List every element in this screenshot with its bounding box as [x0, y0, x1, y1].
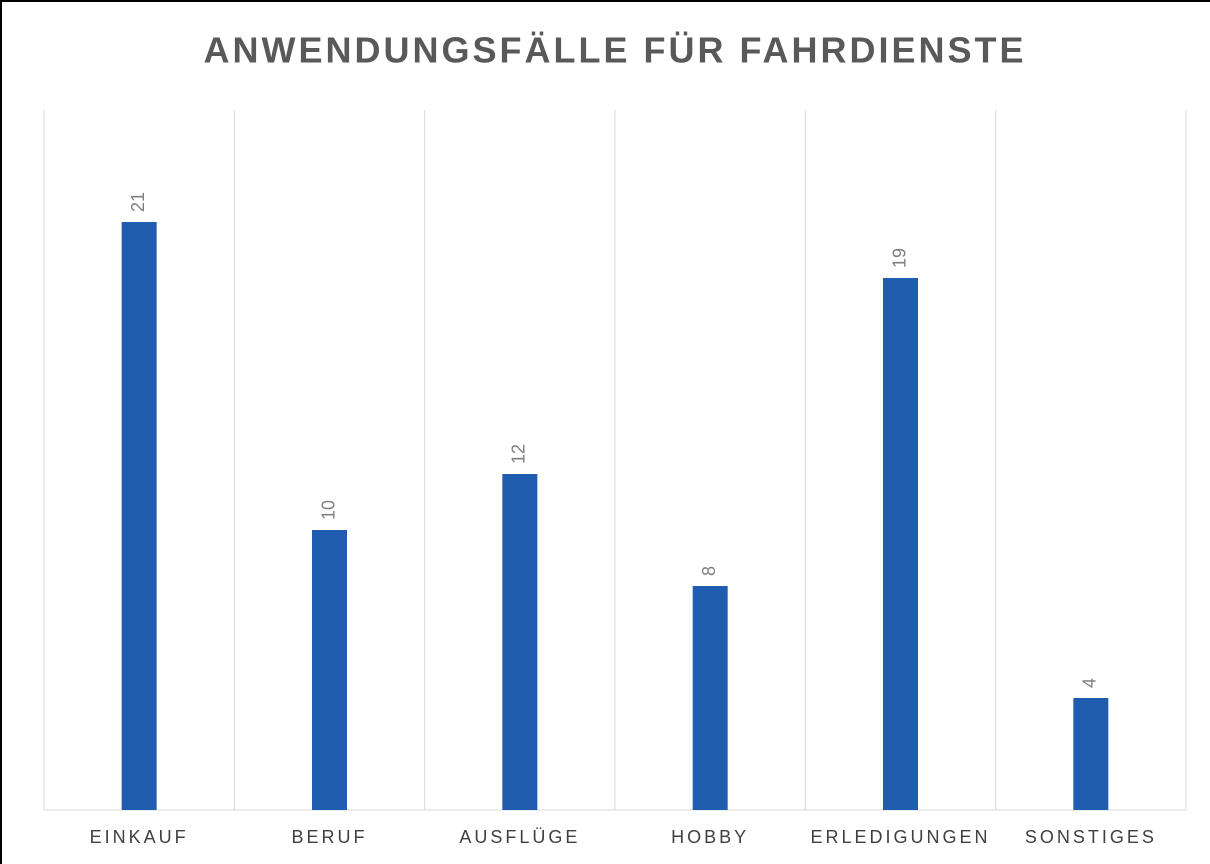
data-label: 4 — [1080, 678, 1100, 688]
x-tick-label: SONSTIGES — [1025, 827, 1157, 847]
x-tick-label: ERLEDIGUNGEN — [810, 827, 990, 847]
bar — [883, 278, 918, 810]
x-tick-label: BERUF — [291, 827, 367, 847]
x-tick-label: EINKAUF — [90, 827, 189, 847]
chart-title: ANWENDUNGSFÄLLE FÜR FAHRDIENSTE — [204, 30, 1027, 71]
data-label: 10 — [318, 500, 338, 520]
bar — [121, 222, 157, 810]
bar — [502, 474, 538, 810]
bar — [692, 586, 728, 810]
data-label: 21 — [128, 192, 148, 212]
bar — [312, 530, 347, 810]
data-label: 8 — [699, 566, 719, 576]
x-tick-label: AUSFLÜGE — [459, 827, 580, 847]
x-tick-label: HOBBY — [671, 827, 749, 847]
data-label: 12 — [509, 444, 529, 464]
bar — [1073, 698, 1109, 810]
data-label: 19 — [889, 248, 909, 268]
